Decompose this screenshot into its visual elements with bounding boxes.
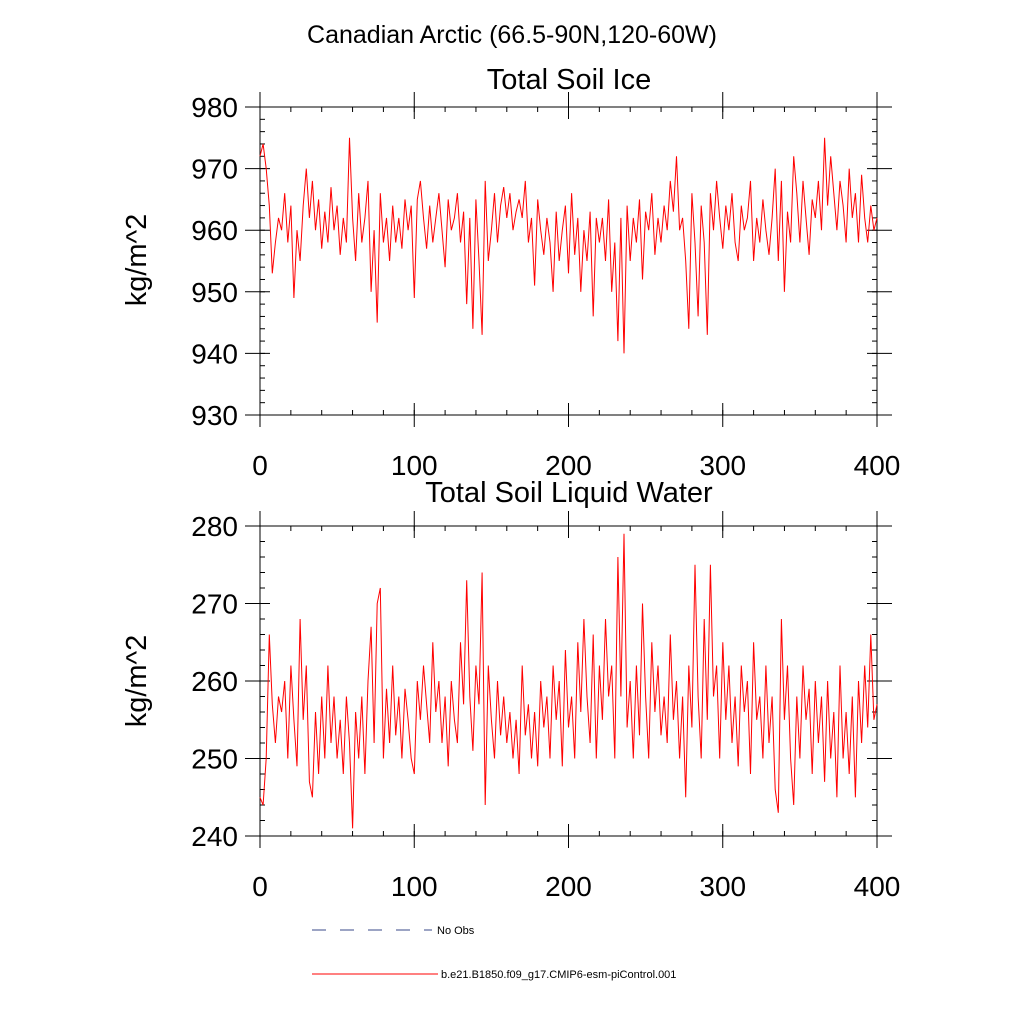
y-tick-label: 960	[191, 215, 238, 246]
legend-label-no-obs: No Obs	[437, 925, 475, 937]
chart-title-soil-liquid-water: Total Soil Liquid Water	[425, 477, 713, 509]
x-tick-label: 400	[854, 450, 901, 481]
chart-panel-soil-ice: Total Soil Ice kg/m^2 930 940 950 960 970 980…	[121, 64, 900, 481]
y-tick-label: 930	[191, 400, 238, 431]
y-tick-label: 250	[191, 744, 238, 775]
y-tick-label: 970	[191, 154, 238, 185]
y-tick-label: 980	[191, 92, 238, 123]
plot-frame-soil-ice	[259, 106, 878, 416]
x-tick-label: 300	[699, 450, 746, 481]
y-tick-label: 240	[191, 821, 238, 852]
x-tick-label: 400	[854, 871, 901, 902]
x-tick-label: 100	[391, 450, 438, 481]
tick-layer-soil-ice: 930 940 950 960 970 980 0 100 200 300 400	[191, 92, 900, 481]
x-tick-label: 200	[545, 450, 592, 481]
chart-panel-soil-liquid-water: Total Soil Liquid Water kg/m^2 240 250 260…	[121, 477, 900, 902]
x-tick-label: 100	[391, 871, 438, 902]
x-tick-label: 300	[699, 871, 746, 902]
figure-suptitle: Canadian Arctic (66.5-90N,120-60W)	[307, 21, 717, 49]
y-tick-label: 260	[191, 666, 238, 697]
y-tick-label: 280	[191, 511, 238, 542]
series-line-soil-ice	[259, 137, 878, 354]
y-tick-label: 950	[191, 277, 238, 308]
x-tick-label: 0	[252, 871, 268, 902]
legend-label-model: b.e21.B1850.f09_g17.CMIP6-esm-piControl.…	[441, 969, 676, 981]
legend: No Obs b.e21.B1850.f09_g17.CMIP6-esm-piC…	[312, 925, 676, 981]
chart-title-soil-ice: Total Soil Ice	[487, 64, 651, 96]
plot-frame-soil-liquid-water	[259, 525, 878, 837]
series-line-soil-liquid-water	[259, 533, 878, 829]
x-tick-label: 200	[545, 871, 592, 902]
x-tick-label: 0	[252, 450, 268, 481]
y-tick-label: 270	[191, 589, 238, 620]
y-axis-label-soil-ice: kg/m^2	[121, 214, 153, 307]
y-axis-label-soil-liquid-water: kg/m^2	[121, 635, 153, 728]
y-tick-label: 940	[191, 338, 238, 369]
